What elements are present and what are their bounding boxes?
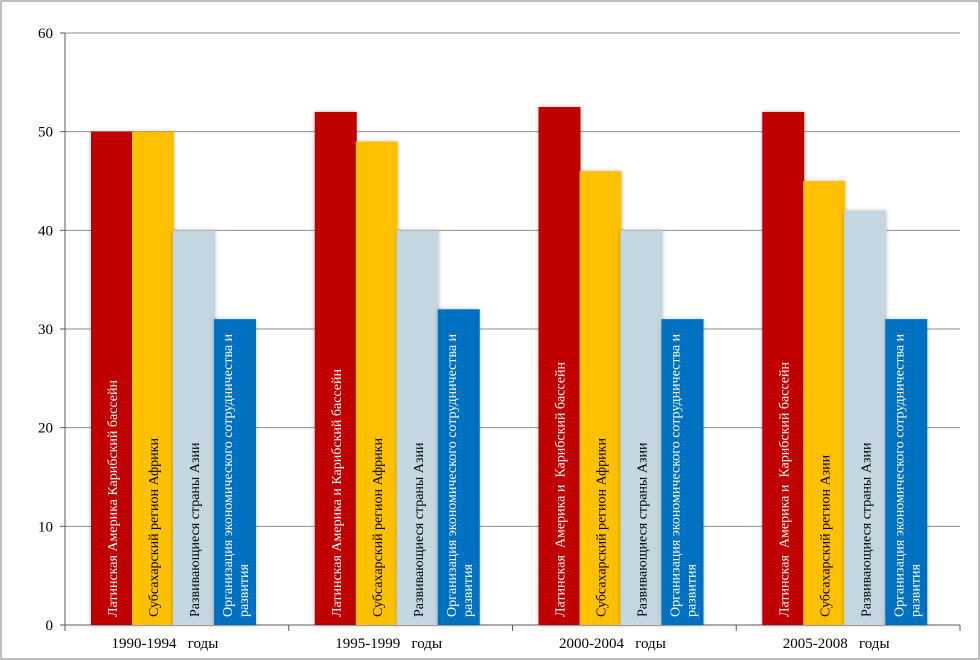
bar xyxy=(538,107,581,625)
bar-label-line: Субсахарский регион Азии xyxy=(818,454,833,617)
bar-label-line: Латинская Америка Карибский бассейн xyxy=(106,379,121,617)
y-tick-label: 0 xyxy=(46,618,54,634)
bar xyxy=(885,319,928,625)
y-tick-label: 60 xyxy=(38,26,53,42)
bar xyxy=(762,111,805,625)
bar-label: Развивающиеся страны Азии xyxy=(188,442,203,617)
bar-label-line: Развивающиеся страны Азии xyxy=(412,442,427,617)
bar-label-line: Организация экономического сотрудничеств… xyxy=(221,333,236,617)
bar xyxy=(661,319,704,625)
bar xyxy=(355,141,398,626)
bar-label: Латинская Америка и Карибский бассейн xyxy=(330,368,345,617)
y-tick-label: 20 xyxy=(38,421,53,437)
bar-label-line: Субсахарский регион Африки xyxy=(147,438,162,617)
bar xyxy=(803,181,846,625)
bar-label-line: развития xyxy=(908,564,923,617)
bar-label-line: развития xyxy=(461,564,476,617)
bar-label-line: Латинская Америка и Карибский бассейн xyxy=(777,361,792,617)
bar-label: Латинская Америка и Карибский бассейн xyxy=(777,361,792,617)
bar-label: Организация экономического сотрудничеств… xyxy=(445,333,476,617)
bar-label: Субсахарский регион Африки xyxy=(371,438,386,617)
bar-label-line: Латинская Америка и Карибский бассейн xyxy=(554,361,569,617)
x-tick-label: 1995-1999 годы xyxy=(335,636,442,652)
x-tick-label: 2000-2004 годы xyxy=(559,636,666,652)
bar xyxy=(844,210,887,625)
bar-label-line: Развивающиеся страны Азии xyxy=(859,442,874,617)
bar-label-line: развития xyxy=(237,564,252,617)
bar-label: Развивающиеся страны Азии xyxy=(636,442,651,617)
bar xyxy=(437,309,480,625)
bar-label-line: Субсахарский регион Африки xyxy=(595,438,610,617)
y-tick-label: 10 xyxy=(38,519,53,535)
bar-label-line: развития xyxy=(685,564,700,617)
bar-label: Развивающиеся страны Азии xyxy=(412,442,427,617)
bar-label: Субсахарский регион Африки xyxy=(147,438,162,617)
bars xyxy=(91,107,928,626)
y-tick-label: 50 xyxy=(38,125,53,141)
bar-label-line: Латинская Америка и Карибский бассейн xyxy=(330,368,345,617)
category-labels: 1990-1994 годы 1995-1999 годы 2000-2004 го… xyxy=(111,636,889,652)
bar-label-line: Организация экономического сотрудничеств… xyxy=(892,333,907,617)
bar-label-line: Организация экономического сотрудничеств… xyxy=(669,333,684,617)
bar-label: Латинская Америка Карибский бассейн xyxy=(106,379,121,617)
bar-label: Латинская Америка и Карибский бассейн xyxy=(554,361,569,617)
bar xyxy=(132,131,174,625)
bar-label: Организация экономического сотрудничеств… xyxy=(669,333,700,617)
bar-labels: Латинская Америка Карибский бассейн Латин… xyxy=(106,333,923,617)
bar-label: Развивающиеся страны Азии xyxy=(859,442,874,617)
bar xyxy=(173,230,215,626)
bar xyxy=(314,111,357,625)
bar-label-line: Организация экономического сотрудничеств… xyxy=(445,333,460,617)
bar xyxy=(579,171,622,625)
bar-label-line: Развивающиеся страны Азии xyxy=(636,442,651,617)
y-tick-label: 30 xyxy=(38,322,53,338)
bar xyxy=(214,319,256,625)
bar xyxy=(91,131,133,625)
bar-label: Организация экономического сотрудничеств… xyxy=(892,333,923,617)
x-tick-label: 1990-1994 годы xyxy=(111,636,218,652)
bar-label-line: Развивающиеся страны Азии xyxy=(188,442,203,617)
x-tick-label: 2005-2008 годы xyxy=(783,636,890,652)
bar xyxy=(396,230,439,626)
bar-label: Субсахарский регион Азии xyxy=(818,454,833,617)
bar-label: Организация экономического сотрудничеств… xyxy=(221,333,252,617)
bar xyxy=(620,230,663,626)
bar-label: Субсахарский регион Африки xyxy=(595,438,610,617)
y-tick-label: 40 xyxy=(38,223,53,239)
bar-label-line: Субсахарский регион Африки xyxy=(371,438,386,617)
